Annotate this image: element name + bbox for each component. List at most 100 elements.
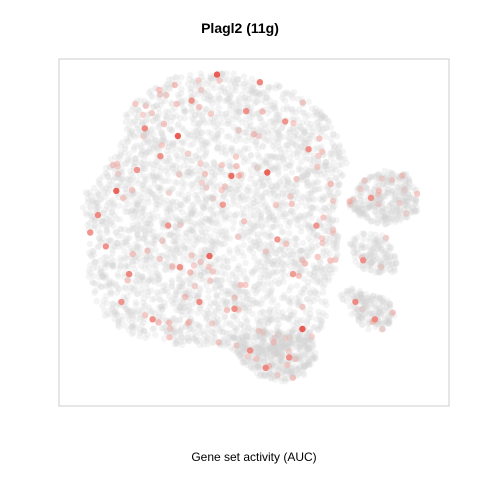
cell-point	[310, 128, 317, 135]
cell-point	[343, 291, 351, 298]
cell-point	[224, 76, 232, 83]
cell-point	[165, 189, 173, 196]
cell-point	[203, 183, 210, 190]
cell-point	[294, 301, 301, 308]
cell-point	[207, 165, 215, 172]
cell-point	[141, 185, 148, 192]
cell-point	[330, 193, 337, 200]
cell-point	[230, 112, 237, 119]
cell-point	[231, 80, 239, 87]
cell-point	[128, 308, 135, 315]
cell-point	[321, 281, 328, 288]
cell-point	[186, 150, 193, 157]
cell-point	[334, 232, 341, 239]
cell-point	[145, 139, 153, 146]
cell-point	[270, 116, 277, 124]
cell-point	[131, 287, 138, 294]
cell-point	[124, 241, 131, 248]
cell-point	[302, 267, 309, 274]
cell-point	[207, 93, 214, 100]
cell-point	[264, 319, 272, 326]
cell-point	[270, 296, 277, 303]
cell-point	[256, 90, 263, 97]
cell-point	[134, 231, 141, 238]
cell-point	[253, 126, 260, 133]
cell-point	[232, 153, 240, 160]
cell-point	[301, 153, 308, 161]
cell-point	[307, 209, 315, 216]
cell-point	[221, 240, 229, 248]
cell-point	[127, 157, 134, 164]
cell-point	[131, 201, 138, 208]
cell-point	[241, 327, 248, 335]
cell-point	[90, 264, 97, 272]
cell-point	[279, 213, 286, 220]
cell-point	[331, 195, 338, 202]
cell-point	[202, 106, 209, 113]
highlighted-cell-point	[157, 153, 164, 160]
cell-point	[276, 339, 283, 347]
cell-point	[283, 361, 291, 369]
cell-point	[132, 100, 139, 108]
cell-point	[227, 106, 234, 114]
cell-point	[207, 178, 214, 186]
cell-point	[305, 190, 312, 198]
cell-point	[231, 295, 238, 302]
cell-point	[199, 136, 206, 144]
cell-point	[149, 173, 156, 181]
cell-point	[89, 248, 96, 255]
cell-point	[265, 177, 273, 184]
cell-point	[173, 340, 181, 347]
cell-point	[262, 252, 269, 259]
cell-point	[218, 240, 225, 248]
cell-point	[285, 146, 292, 153]
cell-point	[163, 187, 170, 194]
cell-point	[157, 168, 164, 175]
cell-point	[213, 291, 221, 299]
cell-point	[161, 261, 169, 268]
cell-point	[172, 246, 180, 253]
cell-point	[260, 197, 267, 205]
cell-point	[143, 176, 150, 184]
cell-point	[206, 93, 213, 101]
cell-point	[263, 189, 270, 196]
cell-point	[162, 167, 170, 174]
cell-point	[152, 266, 159, 273]
cell-point	[286, 287, 293, 294]
cell-point	[283, 190, 291, 197]
cell-point	[93, 264, 101, 271]
cell-point	[151, 278, 158, 285]
cell-point	[365, 326, 372, 333]
cell-point	[212, 268, 220, 275]
cell-point	[324, 227, 331, 234]
cell-point	[279, 343, 287, 350]
cell-point	[144, 331, 151, 338]
cell-point	[134, 212, 142, 219]
cell-point	[189, 180, 196, 187]
cell-point	[141, 234, 148, 242]
cell-point	[128, 319, 135, 327]
cell-point	[175, 80, 182, 87]
cell-point	[198, 73, 205, 81]
cell-point	[274, 316, 282, 323]
cell-point	[240, 267, 247, 275]
cell-point	[264, 128, 271, 136]
cell-point	[293, 241, 300, 249]
cell-point	[284, 161, 292, 169]
cell-point	[205, 321, 212, 328]
cell-point	[229, 75, 236, 83]
cell-point	[248, 84, 256, 91]
cell-point	[241, 145, 248, 152]
cell-point	[335, 181, 343, 189]
cell-point	[86, 203, 94, 210]
cell-point	[164, 206, 172, 214]
cell-point	[264, 204, 272, 211]
cell-point	[86, 219, 93, 227]
cell-point	[195, 293, 202, 300]
cell-point	[125, 124, 132, 131]
cell-point	[134, 201, 141, 208]
cell-point	[329, 241, 337, 249]
cell-point	[195, 155, 202, 162]
cell-point	[96, 235, 103, 242]
cell-point	[336, 169, 344, 177]
